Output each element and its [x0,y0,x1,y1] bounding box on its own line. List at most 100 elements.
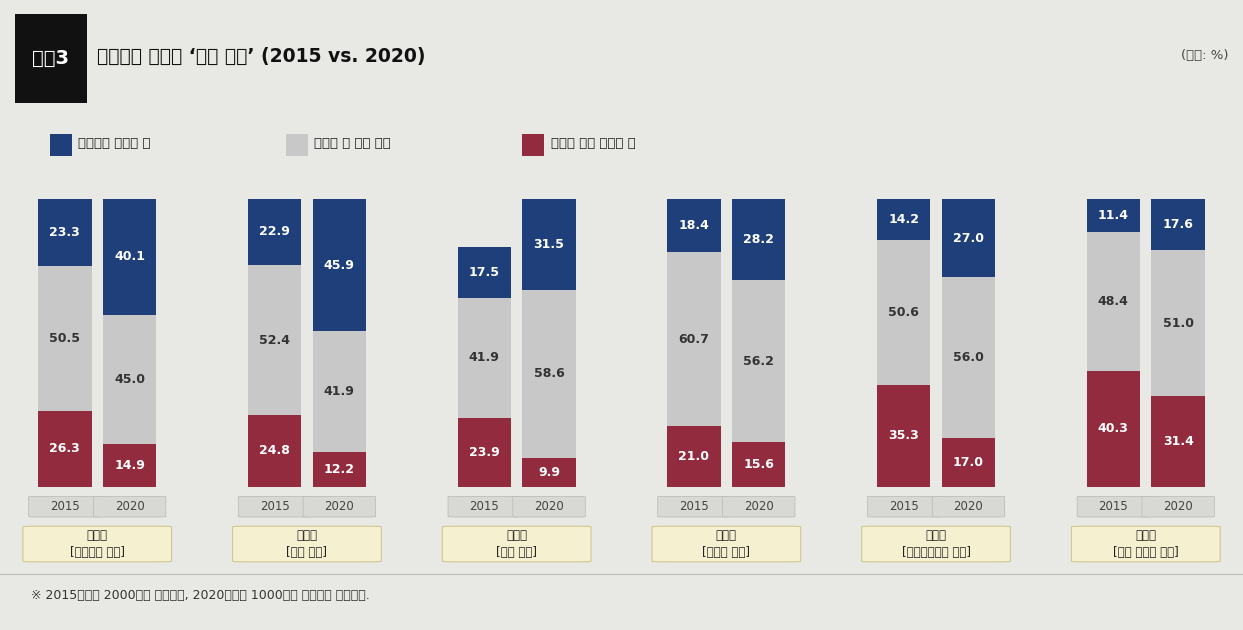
Bar [522,458,576,486]
FancyBboxPatch shape [447,496,521,517]
FancyBboxPatch shape [868,496,940,517]
Text: 17.6: 17.6 [1162,218,1193,231]
Bar [457,248,511,297]
FancyBboxPatch shape [443,526,590,562]
Text: ※ 2015년에는 2000명을 대상으로, 2020년에는 1000명을 대상으로 조사했다.: ※ 2015년에는 2000명을 대상으로, 2020년에는 1000명을 대상… [31,590,370,602]
Text: 12.2: 12.2 [324,462,354,476]
Bar [39,266,92,411]
Bar [667,199,721,252]
Text: 집에서
[술을 마시는 시간]: 집에서 [술을 마시는 시간] [1112,529,1178,559]
Bar [247,199,301,265]
Bar [942,277,996,438]
FancyBboxPatch shape [232,526,382,562]
FancyBboxPatch shape [861,526,1011,562]
Text: 26.3: 26.3 [50,442,81,455]
Text: 35.3: 35.3 [889,430,919,442]
Text: 45.9: 45.9 [324,259,354,272]
Text: 41.9: 41.9 [324,385,354,398]
Text: 50.5: 50.5 [50,332,81,345]
Text: 집에서
[자기계발하는 시간]: 집에서 [자기계발하는 시간] [901,529,971,559]
FancyBboxPatch shape [1078,496,1150,517]
Text: 2015: 2015 [470,500,500,513]
Text: 2020: 2020 [953,500,983,513]
Bar [522,290,576,458]
Text: 23.9: 23.9 [469,446,500,459]
Bar [457,418,511,486]
FancyBboxPatch shape [29,496,101,517]
Text: 14.2: 14.2 [889,213,919,226]
Text: 48.4: 48.4 [1098,295,1129,308]
Text: (단위: %): (단위: %) [1181,49,1228,62]
Text: 14.9: 14.9 [114,459,145,472]
Bar [103,314,157,444]
Text: 2020: 2020 [1163,500,1193,513]
Text: 45.0: 45.0 [114,373,145,386]
Bar [942,438,996,486]
Bar [286,134,308,156]
FancyBboxPatch shape [303,496,375,517]
FancyBboxPatch shape [93,496,165,517]
Text: 56.2: 56.2 [743,355,774,367]
Bar [39,411,92,486]
Text: 23.3: 23.3 [50,226,81,239]
Text: 그림3: 그림3 [32,49,70,68]
Bar [732,442,786,486]
FancyBboxPatch shape [722,496,796,517]
Bar [103,199,157,314]
Text: 2020: 2020 [114,500,144,513]
Text: 31.4: 31.4 [1162,435,1193,448]
Text: 11.4: 11.4 [1098,209,1129,222]
Bar [313,452,365,486]
Bar [103,444,157,486]
FancyBboxPatch shape [658,496,730,517]
Text: 58.6: 58.6 [533,367,564,381]
Bar [667,427,721,486]
FancyBboxPatch shape [1142,496,1214,517]
Bar [313,199,365,331]
Bar [39,199,92,266]
Text: 60.7: 60.7 [679,333,710,346]
Text: 40.1: 40.1 [114,251,145,263]
Bar [942,199,996,277]
Bar [522,199,576,290]
Text: 2020: 2020 [534,500,564,513]
Text: 2020: 2020 [324,500,354,513]
Text: 27.0: 27.0 [953,232,984,244]
Text: 15.6: 15.6 [743,457,774,471]
Text: 50.6: 50.6 [889,306,919,319]
Bar [732,280,786,442]
Bar [878,385,930,486]
Text: 56.0: 56.0 [953,351,984,364]
Text: 22.9: 22.9 [259,226,290,239]
Text: 작년과 별 차이 없음: 작년과 별 차이 없음 [314,137,392,151]
FancyBboxPatch shape [239,496,311,517]
Bar [1086,232,1140,371]
Text: 2015: 2015 [889,500,919,513]
Text: 41.9: 41.9 [469,352,500,364]
Text: 24.8: 24.8 [259,445,290,457]
Text: 2015: 2015 [260,500,290,513]
Bar [1151,199,1204,250]
FancyBboxPatch shape [932,496,1004,517]
FancyBboxPatch shape [22,526,172,562]
Bar [313,331,365,452]
Text: 2020: 2020 [743,500,773,513]
Text: 집에서
[요리하는 시간]: 집에서 [요리하는 시간] [70,529,124,559]
Bar [247,265,301,415]
Text: 17.5: 17.5 [469,266,500,279]
Text: 28.2: 28.2 [743,233,774,246]
Text: 21.0: 21.0 [679,450,710,463]
Text: 40.3: 40.3 [1098,422,1129,435]
Bar [15,14,87,103]
Bar [1086,199,1140,232]
Text: 9.9: 9.9 [538,466,561,479]
Text: 집에서
[일하는 시간]: 집에서 [일하는 시간] [702,529,751,559]
Text: 작년보다 늘어난 편: 작년보다 늘어난 편 [78,137,150,151]
Text: 17.0: 17.0 [953,455,984,469]
Bar [667,252,721,427]
FancyBboxPatch shape [1071,526,1221,562]
Bar [247,415,301,486]
Text: 작년에 비해 줄어든 편: 작년에 비해 줄어든 편 [551,137,635,151]
Text: 2015: 2015 [679,500,709,513]
Bar [1151,250,1204,396]
